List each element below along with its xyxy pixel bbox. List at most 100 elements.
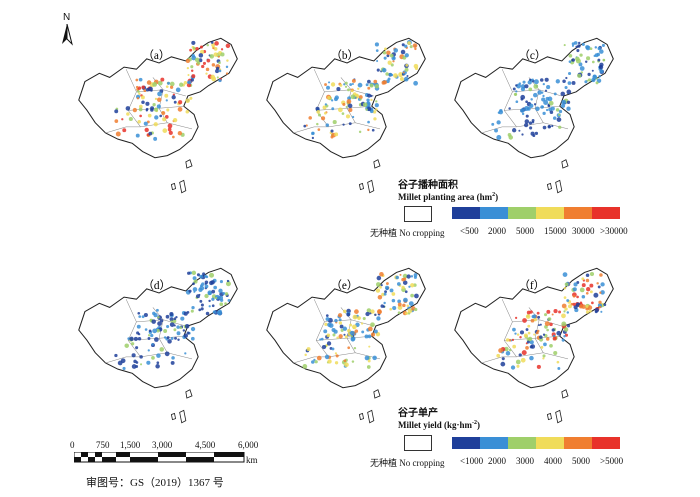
- cropping-dot: [387, 77, 391, 81]
- cropping-dot: [148, 86, 153, 92]
- cropping-dot: [544, 313, 548, 317]
- cropping-dot: [599, 273, 603, 277]
- province-boundary: [501, 69, 517, 127]
- cropping-dot: [566, 100, 571, 104]
- legend-area-no-crop-box: [404, 206, 432, 222]
- cropping-dot: [214, 41, 219, 46]
- cropping-dot: [547, 104, 551, 108]
- cropping-dot: [219, 302, 224, 307]
- cropping-dot: [354, 93, 358, 97]
- cropping-dot: [510, 365, 516, 370]
- cropping-dot: [210, 74, 216, 80]
- map-panel: （b）: [266, 37, 426, 194]
- scale-bar-tick-label: 3,000: [152, 440, 173, 450]
- cropping-dot: [563, 44, 566, 47]
- cropping-dot: [410, 275, 414, 278]
- cropping-dot: [338, 107, 343, 113]
- cropping-dot: [413, 275, 417, 279]
- cropping-dot: [392, 305, 397, 311]
- scale-bar-unit: km: [246, 455, 258, 465]
- cropping-dot: [548, 107, 552, 112]
- cropping-dot: [520, 97, 524, 101]
- scale-bar-tick-label: 6,000: [238, 440, 259, 450]
- cropping-dot: [366, 98, 370, 102]
- cropping-dot: [212, 47, 215, 50]
- cropping-dot: [138, 92, 141, 96]
- cropping-dot: [527, 331, 531, 335]
- cropping-dot: [215, 66, 220, 71]
- cropping-dot: [593, 54, 596, 58]
- cropping-dot: [572, 302, 576, 306]
- panel-label: （c）: [519, 49, 547, 62]
- legend-swatch: [592, 437, 620, 449]
- province-boundary: [504, 335, 560, 341]
- cropping-dot: [531, 119, 535, 122]
- cropping-dot: [512, 344, 517, 349]
- cropping-dot: [126, 112, 130, 116]
- review-number: 审图号：GS（2019）1367 号: [86, 477, 224, 489]
- cropping-dot: [169, 81, 175, 87]
- cropping-dot: [211, 304, 215, 308]
- cropping-dot: [598, 65, 604, 70]
- cropping-dot: [196, 273, 201, 277]
- cropping-dot: [551, 124, 554, 128]
- cropping-dot: [198, 308, 202, 312]
- legend-label: 3000: [516, 456, 534, 466]
- cropping-dot: [402, 280, 408, 285]
- cropping-dot: [404, 290, 408, 294]
- cropping-dot: [516, 364, 520, 368]
- cropping-dot: [497, 111, 500, 114]
- cropping-dot: [524, 119, 530, 124]
- island-outline: [170, 179, 187, 194]
- cropping-dot: [390, 63, 394, 67]
- legend-swatch: [480, 207, 508, 219]
- island-outline: [358, 179, 375, 194]
- cropping-dot: [558, 125, 562, 129]
- cropping-dot: [589, 290, 593, 294]
- cropping-dot: [185, 110, 190, 114]
- cropping-dot: [572, 287, 577, 292]
- cropping-dot: [534, 131, 539, 136]
- province-boundary: [516, 352, 569, 360]
- cropping-dot: [225, 65, 229, 69]
- cropping-dot: [138, 77, 143, 82]
- province-boundary: [328, 122, 381, 130]
- cropping-dot: [519, 336, 522, 339]
- cropping-dot: [362, 102, 368, 107]
- cropping-dot: [138, 315, 142, 318]
- cropping-dot: [400, 49, 406, 55]
- cropping-dot: [351, 360, 355, 363]
- cropping-dot: [358, 95, 363, 100]
- cropping-dot: [326, 333, 331, 338]
- cropping-dot: [164, 114, 169, 119]
- cropping-dot: [374, 84, 379, 89]
- cropping-dot: [396, 282, 401, 286]
- cropping-dot: [190, 336, 195, 341]
- cropping-dot: [586, 56, 591, 61]
- cropping-dot: [555, 108, 560, 112]
- scale-bar-segment: [81, 452, 88, 457]
- cropping-dot: [530, 98, 533, 101]
- cropping-dot: [148, 329, 152, 333]
- cropping-dot: [512, 327, 516, 332]
- cropping-dot: [383, 301, 386, 305]
- cropping-dot: [334, 352, 338, 355]
- cropping-dot: [146, 120, 150, 124]
- scale-bar-segment: [102, 457, 116, 462]
- cropping-dot: [206, 58, 211, 63]
- cropping-dot: [136, 331, 140, 335]
- cropping-dot: [367, 93, 372, 98]
- cropping-dot: [316, 355, 322, 361]
- cropping-dot: [397, 302, 402, 307]
- cropping-dot: [351, 82, 354, 86]
- cropping-dot: [359, 98, 362, 101]
- cropping-dot: [342, 102, 346, 106]
- cropping-dot: [344, 362, 349, 368]
- cropping-dot: [568, 71, 572, 76]
- cropping-dot: [498, 348, 503, 353]
- cropping-dot: [208, 305, 211, 308]
- cropping-dot: [153, 136, 158, 141]
- legend-swatch: [452, 207, 480, 219]
- cropping-dot: [114, 353, 118, 358]
- cropping-dot: [192, 276, 197, 281]
